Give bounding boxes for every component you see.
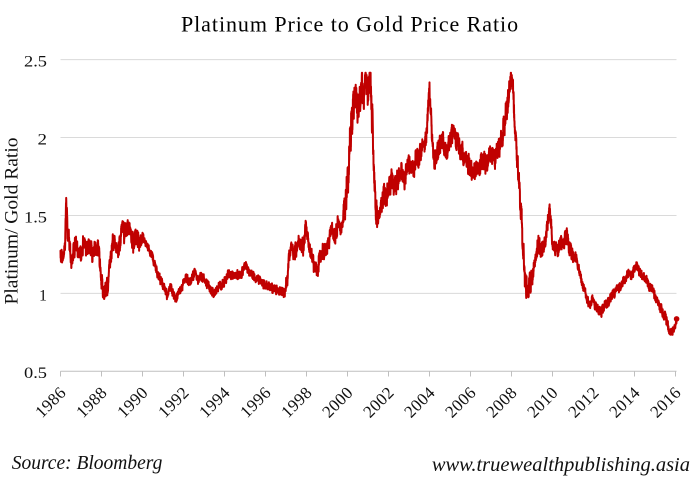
svg-text:2.5: 2.5 — [24, 54, 47, 71]
svg-text:Source: Bloomberg: Source: Bloomberg — [12, 453, 163, 474]
svg-text:1: 1 — [39, 287, 47, 304]
svg-text:2: 2 — [38, 131, 48, 148]
svg-text:www.truewealthpublishing.asia: www.truewealthpublishing.asia — [432, 454, 690, 476]
svg-text:Platinum/ Gold Ratio: Platinum/ Gold Ratio — [2, 138, 23, 305]
svg-text:1.5: 1.5 — [24, 209, 47, 226]
svg-text:0.5: 0.5 — [24, 365, 47, 382]
svg-text:Platinum Price to Gold Price R: Platinum Price to Gold Price Ratio — [181, 11, 519, 36]
